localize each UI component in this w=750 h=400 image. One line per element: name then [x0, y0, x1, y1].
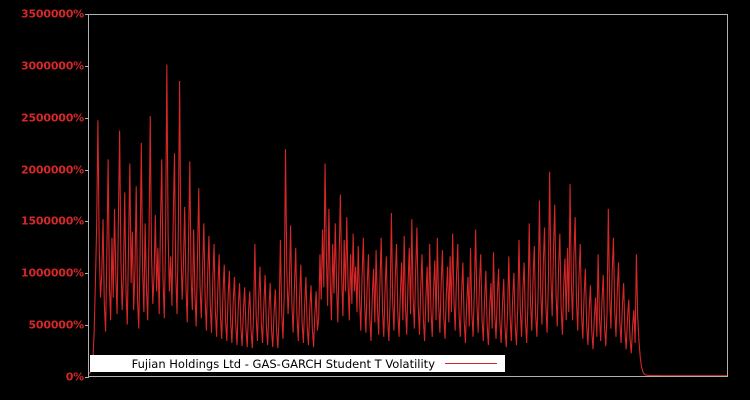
y-axis-tickmark-7	[85, 14, 89, 15]
y-axis-labels: 0% 500000% 1000000% 1500000% 2000000% 2500000…	[0, 0, 84, 400]
legend-line-sample	[445, 363, 497, 364]
y-axis-tick-label-6: 3000000%	[21, 59, 84, 73]
y-axis-tickmark-3	[85, 221, 89, 223]
y-axis-tickmark-5	[85, 117, 89, 119]
y-axis-tickmark-6	[85, 65, 89, 67]
volatility-line-series	[89, 64, 727, 376]
y-axis-tick-label-1: 500000%	[28, 318, 84, 332]
y-axis-tick-label-7: 3500000%	[21, 7, 84, 21]
y-axis-tickmark-4	[85, 169, 89, 171]
y-axis-tick-label-2: 1000000%	[21, 266, 84, 280]
y-axis-tick-label-4: 2000000%	[21, 163, 84, 177]
plot-area	[88, 14, 728, 377]
y-axis-tick-label-0: 0%	[65, 370, 84, 384]
y-axis-tickmark-0	[85, 377, 89, 378]
y-axis-tick-label-3: 1500000%	[21, 214, 84, 228]
chart-legend: Fujian Holdings Ltd - GAS-GARCH Student …	[90, 355, 505, 372]
y-axis-tick-label-5: 2500000%	[21, 111, 84, 125]
series-canvas	[89, 15, 727, 376]
legend-label: Fujian Holdings Ltd - GAS-GARCH Student …	[131, 356, 435, 371]
y-axis-tickmark-2	[85, 273, 89, 275]
y-axis-tickmark-1	[85, 325, 89, 327]
series-polyline	[89, 64, 727, 376]
y-axis-tickmarks	[80, 0, 89, 400]
